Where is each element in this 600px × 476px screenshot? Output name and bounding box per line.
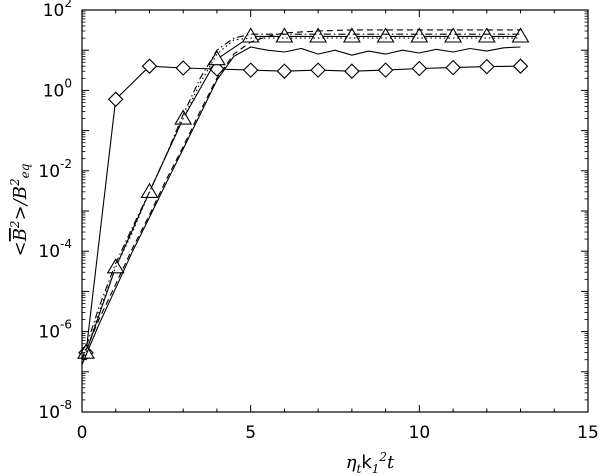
diamond-marker	[445, 59, 461, 76]
diamond-marker	[175, 60, 191, 76]
diamond-marker	[276, 63, 293, 79]
triangle-marker	[241, 27, 260, 43]
x-tick-label: 10	[409, 423, 431, 443]
plot-marks	[77, 27, 530, 365]
triangle-marker	[275, 27, 294, 43]
triangle-marker	[342, 27, 361, 43]
triangle-marker	[309, 27, 328, 43]
triangle-marker	[140, 182, 159, 198]
diamond-marker	[479, 58, 495, 75]
diamond-marker	[411, 60, 428, 77]
x-tick-label: 5	[245, 423, 256, 443]
diamond-marker	[107, 91, 124, 108]
triangle-marker	[207, 50, 226, 66]
y-tick-label: 10-4	[38, 237, 72, 262]
y-axis-title: <B2>/B2eq	[8, 163, 32, 256]
series-line-4	[81, 33, 521, 360]
diamond-marker	[310, 62, 326, 78]
y-tick-label: 102	[43, 0, 72, 21]
y-tick-label: 10-8	[38, 398, 72, 423]
triangle-marker	[174, 109, 193, 125]
diamond-marker	[512, 58, 529, 74]
series-line-1	[82, 65, 521, 354]
x-tick-label: 0	[77, 423, 88, 443]
y-tick-label: 10-6	[38, 318, 72, 343]
y-tick-label: 100	[43, 76, 72, 101]
x-tick-label: 15	[577, 423, 599, 443]
series-line-5	[81, 29, 521, 360]
tick-labels: 0 5 10 15 10-8 10-6 10-4 10-2 100 102	[38, 0, 598, 443]
series-line-6	[81, 46, 521, 365]
diamond-marker	[344, 63, 360, 79]
triangle-marker	[477, 27, 496, 43]
axes	[81, 9, 589, 413]
triangle-marker	[410, 27, 429, 43]
diamond-marker	[141, 58, 158, 74]
x-axis-title: ηtk12t	[346, 450, 395, 476]
y-tick-label: 10-2	[38, 157, 72, 182]
series-line-3	[81, 37, 521, 365]
diamond-marker	[242, 62, 259, 78]
diamond-marker	[377, 62, 394, 78]
